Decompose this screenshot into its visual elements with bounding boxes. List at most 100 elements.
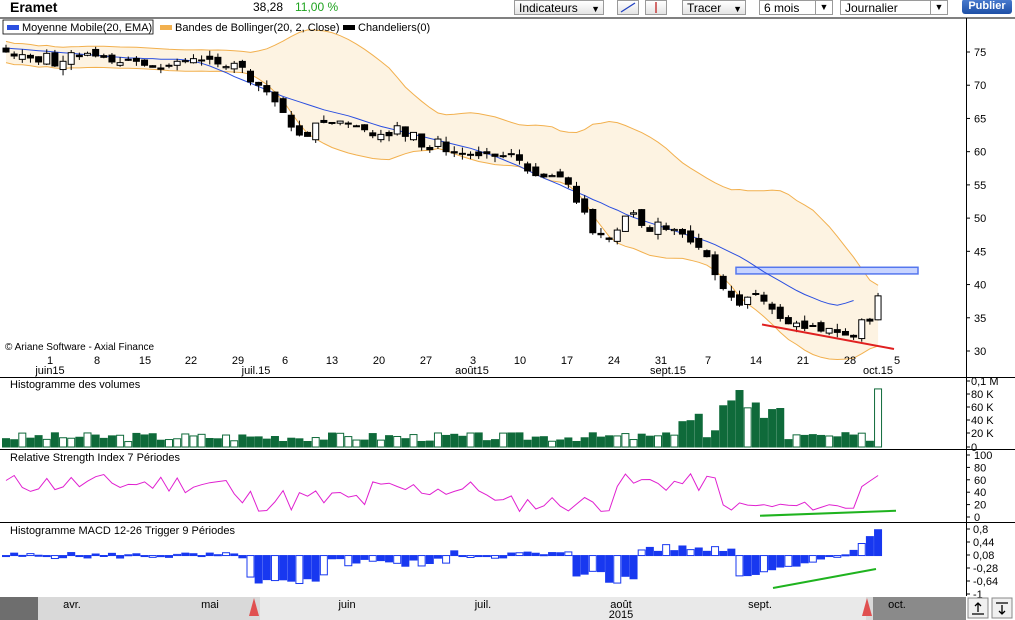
volume-bar [849, 434, 858, 448]
volume-bar [140, 434, 149, 448]
volume-bar [841, 432, 850, 448]
candle [727, 290, 735, 298]
volume-bar [825, 435, 834, 448]
volume-bar [580, 437, 589, 448]
volume-tick-label: 40 K [971, 415, 994, 427]
volume-bar [295, 438, 304, 448]
interval-select[interactable]: Journalier ▼ [840, 0, 948, 15]
volume-bar [629, 439, 638, 448]
macd-bar [319, 555, 328, 576]
volume-bar [319, 439, 328, 448]
date-tick-label: 13 [326, 355, 338, 367]
candle [760, 294, 768, 302]
date-tick-label: 17 [561, 355, 573, 367]
timeline-navigator[interactable]: avr. mai juin juil. août sept. oct. 2015 [0, 597, 1013, 620]
volume-bar [230, 440, 239, 448]
candle [75, 54, 83, 58]
publish-button[interactable]: Publier [962, 0, 1012, 14]
macd-bar [833, 555, 842, 558]
candle [214, 56, 222, 65]
candle [222, 66, 230, 69]
candle [35, 56, 43, 63]
draw-line-button[interactable] [617, 0, 639, 15]
price-tick-label: 30 [974, 346, 986, 358]
price-tick-label: 45 [974, 246, 986, 258]
candle [801, 320, 809, 329]
macd-bar [91, 553, 100, 557]
draw-label: Tracer [687, 1, 722, 15]
volume-bar [156, 439, 165, 448]
macd-bar [99, 554, 108, 557]
macd-bar [621, 555, 630, 577]
candle [613, 229, 621, 242]
candle [181, 60, 189, 63]
macd-bar [311, 555, 320, 582]
candle [124, 58, 132, 61]
month-label: juil.15 [241, 365, 271, 377]
candle [247, 70, 254, 83]
candle [719, 275, 727, 290]
candle [2, 47, 10, 53]
date-tick-label: 7 [705, 355, 711, 367]
legend-candles-swatch [343, 25, 355, 30]
timeline-month-label: avr. [63, 599, 81, 611]
candle [646, 227, 654, 232]
volume-bar [336, 432, 345, 448]
candle [26, 54, 34, 59]
macd-bar [18, 554, 27, 557]
macd-bar [34, 554, 43, 557]
candle [287, 114, 295, 128]
timeline-month-label: mai [201, 599, 219, 611]
resistance-zone [735, 266, 919, 275]
volume-tick-label: 60 K [971, 402, 994, 414]
copyright: © Ariane Software - Axial Finance [5, 342, 155, 353]
export-down-icon [996, 602, 1008, 615]
volume-bar [433, 432, 442, 448]
timeline-month-label: août [610, 599, 631, 611]
volume-bar [328, 432, 336, 448]
indicators-button[interactable]: Indicateurs ▼ [514, 0, 604, 15]
draw-menu-button[interactable]: Tracer ▼ [682, 0, 746, 15]
volume-bar [800, 434, 809, 448]
candle [475, 151, 483, 157]
macd-bar [792, 555, 801, 567]
macd-bar [531, 552, 540, 557]
candle [841, 330, 849, 336]
volume-bar [385, 435, 394, 448]
date-tick-label: 14 [750, 355, 762, 367]
volume-bar [621, 433, 630, 448]
timeline-month-label: juil. [474, 599, 492, 611]
candle [344, 122, 352, 125]
macd-bar [262, 555, 271, 581]
macd-bar [491, 555, 499, 559]
timeline-month-label: oct. [888, 599, 906, 611]
volume-bar [776, 408, 785, 448]
period-value: 6 mois [764, 1, 800, 15]
candle [515, 154, 523, 161]
macd-bar [857, 543, 866, 557]
macd-bar [344, 555, 353, 567]
macd-bar [165, 555, 173, 558]
macd-bar [670, 550, 679, 557]
volume-bar [735, 390, 744, 448]
draw-horizontal-button[interactable] [645, 0, 667, 15]
volume-bar [18, 432, 27, 448]
volume-bar [83, 432, 92, 448]
macd-bar [181, 552, 190, 557]
timeline-selection [260, 597, 866, 620]
interval-value: Journalier [845, 1, 898, 15]
macd-bar [230, 553, 239, 557]
volume-bar [694, 413, 703, 448]
volume-bar [254, 436, 263, 448]
macd-bar [768, 555, 777, 571]
macd-tick-label: 0,44 [973, 537, 994, 549]
volume-bar [662, 432, 671, 448]
period-select[interactable]: 6 mois ▼ [759, 0, 833, 15]
candle [352, 125, 360, 128]
macd-bar [270, 555, 279, 582]
chevron-down-icon: ▼ [815, 1, 832, 14]
macd-bar [711, 546, 720, 557]
timeline-month-label: juin [337, 599, 355, 611]
volume-bar [107, 435, 116, 448]
candle [410, 131, 417, 141]
